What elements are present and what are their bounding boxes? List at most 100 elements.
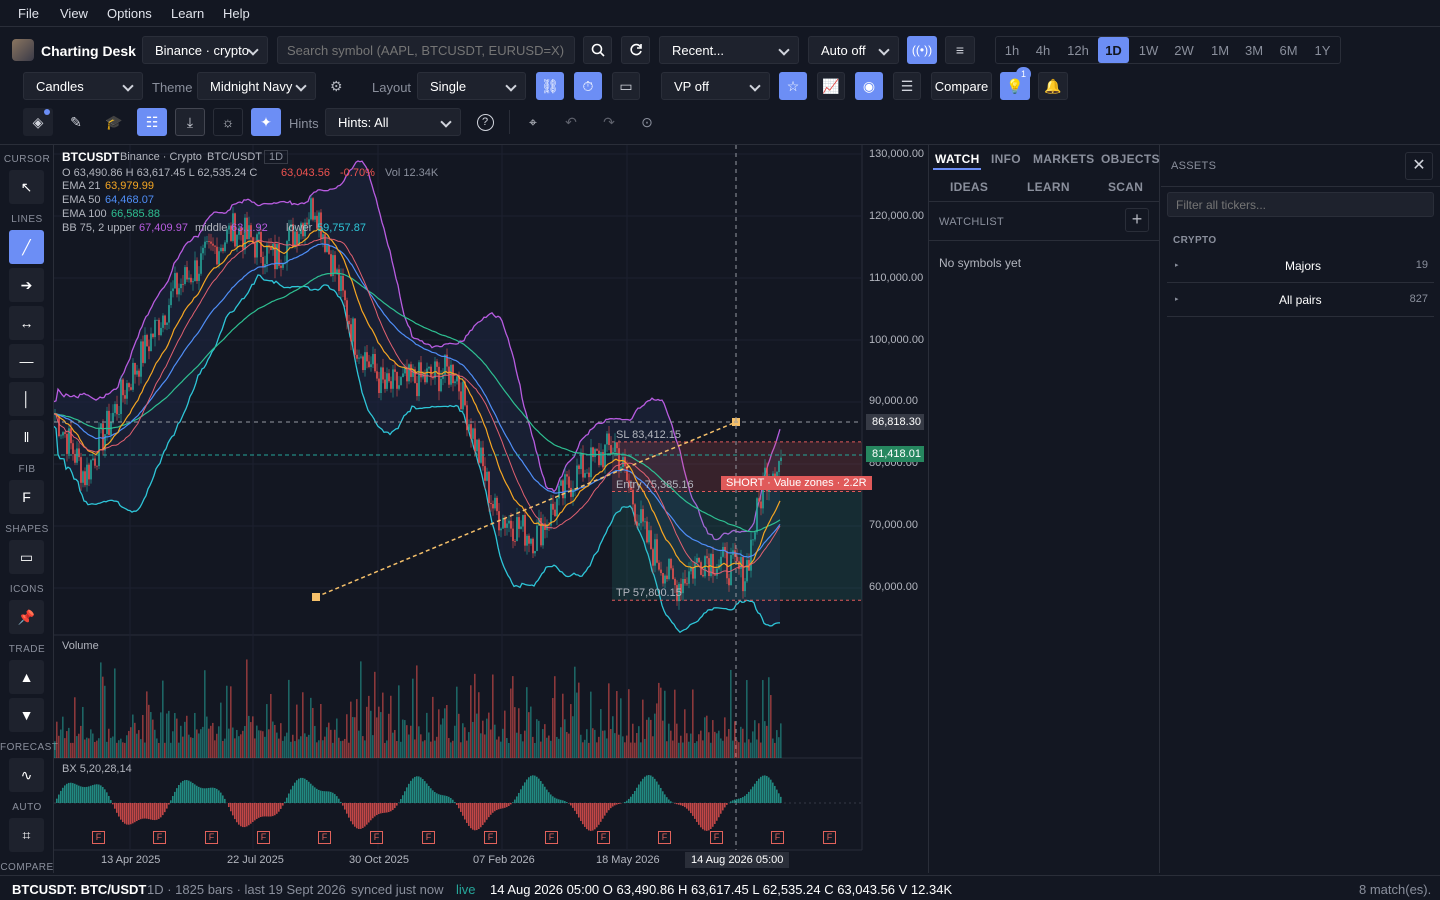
fundamental-marker[interactable]: F xyxy=(823,831,836,844)
asset-group-row[interactable]: ▸ Majors 19 xyxy=(1167,249,1434,283)
auto-tool[interactable]: ⌗ xyxy=(9,818,44,852)
forecast-tool[interactable]: ∿ xyxy=(9,758,44,792)
fundamental-marker[interactable]: F xyxy=(545,831,558,844)
exchange-select[interactable]: Binance · crypto xyxy=(142,36,268,64)
trendline-tool[interactable]: ╱ xyxy=(9,230,44,264)
screen-button[interactable]: ▭ xyxy=(612,72,640,100)
date-tick: 13 Apr 2025 xyxy=(101,854,161,866)
oscillator-bar xyxy=(432,790,434,803)
hints-select[interactable]: Hints: All xyxy=(325,108,461,136)
hints-toggle[interactable]: ✦ xyxy=(251,108,281,136)
fundamental-marker[interactable]: F xyxy=(710,831,723,844)
visibility-button[interactable]: ◉ xyxy=(855,72,883,100)
ideas-button[interactable]: 💡 xyxy=(1000,72,1030,100)
tab-markets[interactable]: MARKETS xyxy=(1033,152,1095,166)
chart-canvas[interactable] xyxy=(54,145,928,875)
link-button[interactable]: ⛓ xyxy=(536,72,564,100)
help-button[interactable]: ? xyxy=(470,108,500,136)
compare-button[interactable]: Compare xyxy=(931,72,992,100)
tf-1w[interactable]: 1W xyxy=(1138,43,1159,58)
favorite-button[interactable]: ☆ xyxy=(779,72,807,100)
tf-6m[interactable]: 6M xyxy=(1279,43,1298,58)
fundamental-marker[interactable]: F xyxy=(422,831,435,844)
asset-group-row[interactable]: ▸ All pairs 827 xyxy=(1167,283,1434,317)
crosshair-button[interactable]: ⌖ xyxy=(518,108,548,136)
templates-button[interactable]: ☰ xyxy=(893,72,921,100)
tf-4h[interactable]: 4h xyxy=(1035,43,1051,58)
fundamental-marker[interactable]: F xyxy=(658,831,671,844)
fundamental-marker[interactable]: F xyxy=(370,831,383,844)
fundamental-marker[interactable]: F xyxy=(318,831,331,844)
tab-watch[interactable]: WATCH xyxy=(935,152,980,166)
cursor-tool[interactable]: ↖ xyxy=(9,170,44,204)
vertical-line-tool[interactable]: │ xyxy=(9,382,44,416)
volume-bar xyxy=(690,733,692,758)
oscillator-bar xyxy=(748,791,750,803)
menu-options[interactable]: Options xyxy=(107,6,152,21)
symbol-search-input[interactable] xyxy=(277,36,575,64)
brightness-button[interactable]: ☼ xyxy=(213,108,243,136)
tf-3m[interactable]: 3M xyxy=(1244,43,1264,58)
short-position-label[interactable]: SHORT · Value zones · 2.2R xyxy=(721,476,872,490)
horizontal-line-tool[interactable]: — xyxy=(9,344,44,378)
theme-select[interactable]: Midnight Navy xyxy=(197,72,316,100)
list-button[interactable]: ☷ xyxy=(137,108,167,136)
playlist-button[interactable]: ≡ xyxy=(945,36,975,64)
fundamental-marker[interactable]: F xyxy=(257,831,270,844)
fundamental-marker[interactable]: F xyxy=(92,831,105,844)
recent-select[interactable]: Recent... xyxy=(659,36,799,64)
tf-1h[interactable]: 1h xyxy=(1004,43,1020,58)
tf-1d[interactable]: 1D xyxy=(1098,37,1129,63)
tab-info[interactable]: INFO xyxy=(991,152,1021,166)
tab-learn[interactable]: LEARN xyxy=(1027,180,1070,194)
add-symbol-button[interactable]: + xyxy=(1125,208,1149,232)
redo-button[interactable]: ↷ xyxy=(594,108,624,136)
learn-button[interactable]: 🎓 xyxy=(99,108,129,136)
extended-line-tool[interactable]: ↔ xyxy=(9,306,44,340)
fib-tool[interactable]: F xyxy=(9,480,44,514)
candle-body xyxy=(308,219,310,225)
tab-objects[interactable]: OBJECTS xyxy=(1101,152,1160,166)
parallel-channel-tool[interactable]: ‖ xyxy=(9,420,44,454)
close-panel-button[interactable]: ✕ xyxy=(1405,152,1433,180)
fundamental-marker[interactable]: F xyxy=(153,831,166,844)
short-position-tool[interactable]: ▼ xyxy=(9,698,44,732)
fundamental-marker[interactable]: F xyxy=(205,831,218,844)
tf-1m[interactable]: 1M xyxy=(1210,43,1230,58)
tf-1y[interactable]: 1Y xyxy=(1314,43,1331,58)
tab-scan[interactable]: SCAN xyxy=(1108,180,1144,194)
filter-tickers-input[interactable] xyxy=(1167,192,1434,217)
bollinger-lower-line xyxy=(54,274,780,634)
fundamental-marker[interactable]: F xyxy=(771,831,784,844)
edit-button[interactable]: ✎ xyxy=(61,108,91,136)
indicators-button[interactable]: 📈 xyxy=(817,72,845,100)
rectangle-tool[interactable]: ▭ xyxy=(9,540,44,574)
download-button[interactable]: ⤓ xyxy=(175,108,205,136)
layout-select[interactable]: Single xyxy=(417,72,526,100)
menu-learn[interactable]: Learn xyxy=(171,6,205,21)
replay-button[interactable]: ⊙ xyxy=(632,108,662,136)
chart-type-select[interactable]: Candles xyxy=(23,72,143,100)
long-position-tool[interactable]: ▲ xyxy=(9,660,44,694)
menu-file[interactable]: File xyxy=(18,6,39,21)
undo-button[interactable]: ↶ xyxy=(556,108,586,136)
volume-bar xyxy=(654,713,656,758)
menu-help[interactable]: Help xyxy=(223,6,250,21)
fundamental-marker[interactable]: F xyxy=(597,831,610,844)
menu-view[interactable]: View xyxy=(60,6,88,21)
volume-profile-select[interactable]: VP off xyxy=(661,72,770,100)
fundamental-marker[interactable]: F xyxy=(484,831,497,844)
settings-sliders-icon[interactable]: ⚙ xyxy=(330,78,343,94)
refresh-button[interactable] xyxy=(621,36,650,64)
tab-ideas[interactable]: IDEAS xyxy=(950,180,989,194)
search-button[interactable] xyxy=(583,36,612,64)
auto-select[interactable]: Auto off xyxy=(808,36,899,64)
broadcast-button[interactable]: ((•)) xyxy=(907,36,937,64)
tf-2w[interactable]: 2W xyxy=(1174,43,1194,58)
alerts-button[interactable]: 🔔 xyxy=(1038,72,1068,100)
tf-12h[interactable]: 12h xyxy=(1067,43,1089,58)
timer-button[interactable]: ⏱ xyxy=(574,72,602,100)
pin-tool[interactable]: 📌 xyxy=(9,600,44,634)
candle-body xyxy=(640,509,642,524)
ray-tool[interactable]: ➔ xyxy=(9,268,44,302)
